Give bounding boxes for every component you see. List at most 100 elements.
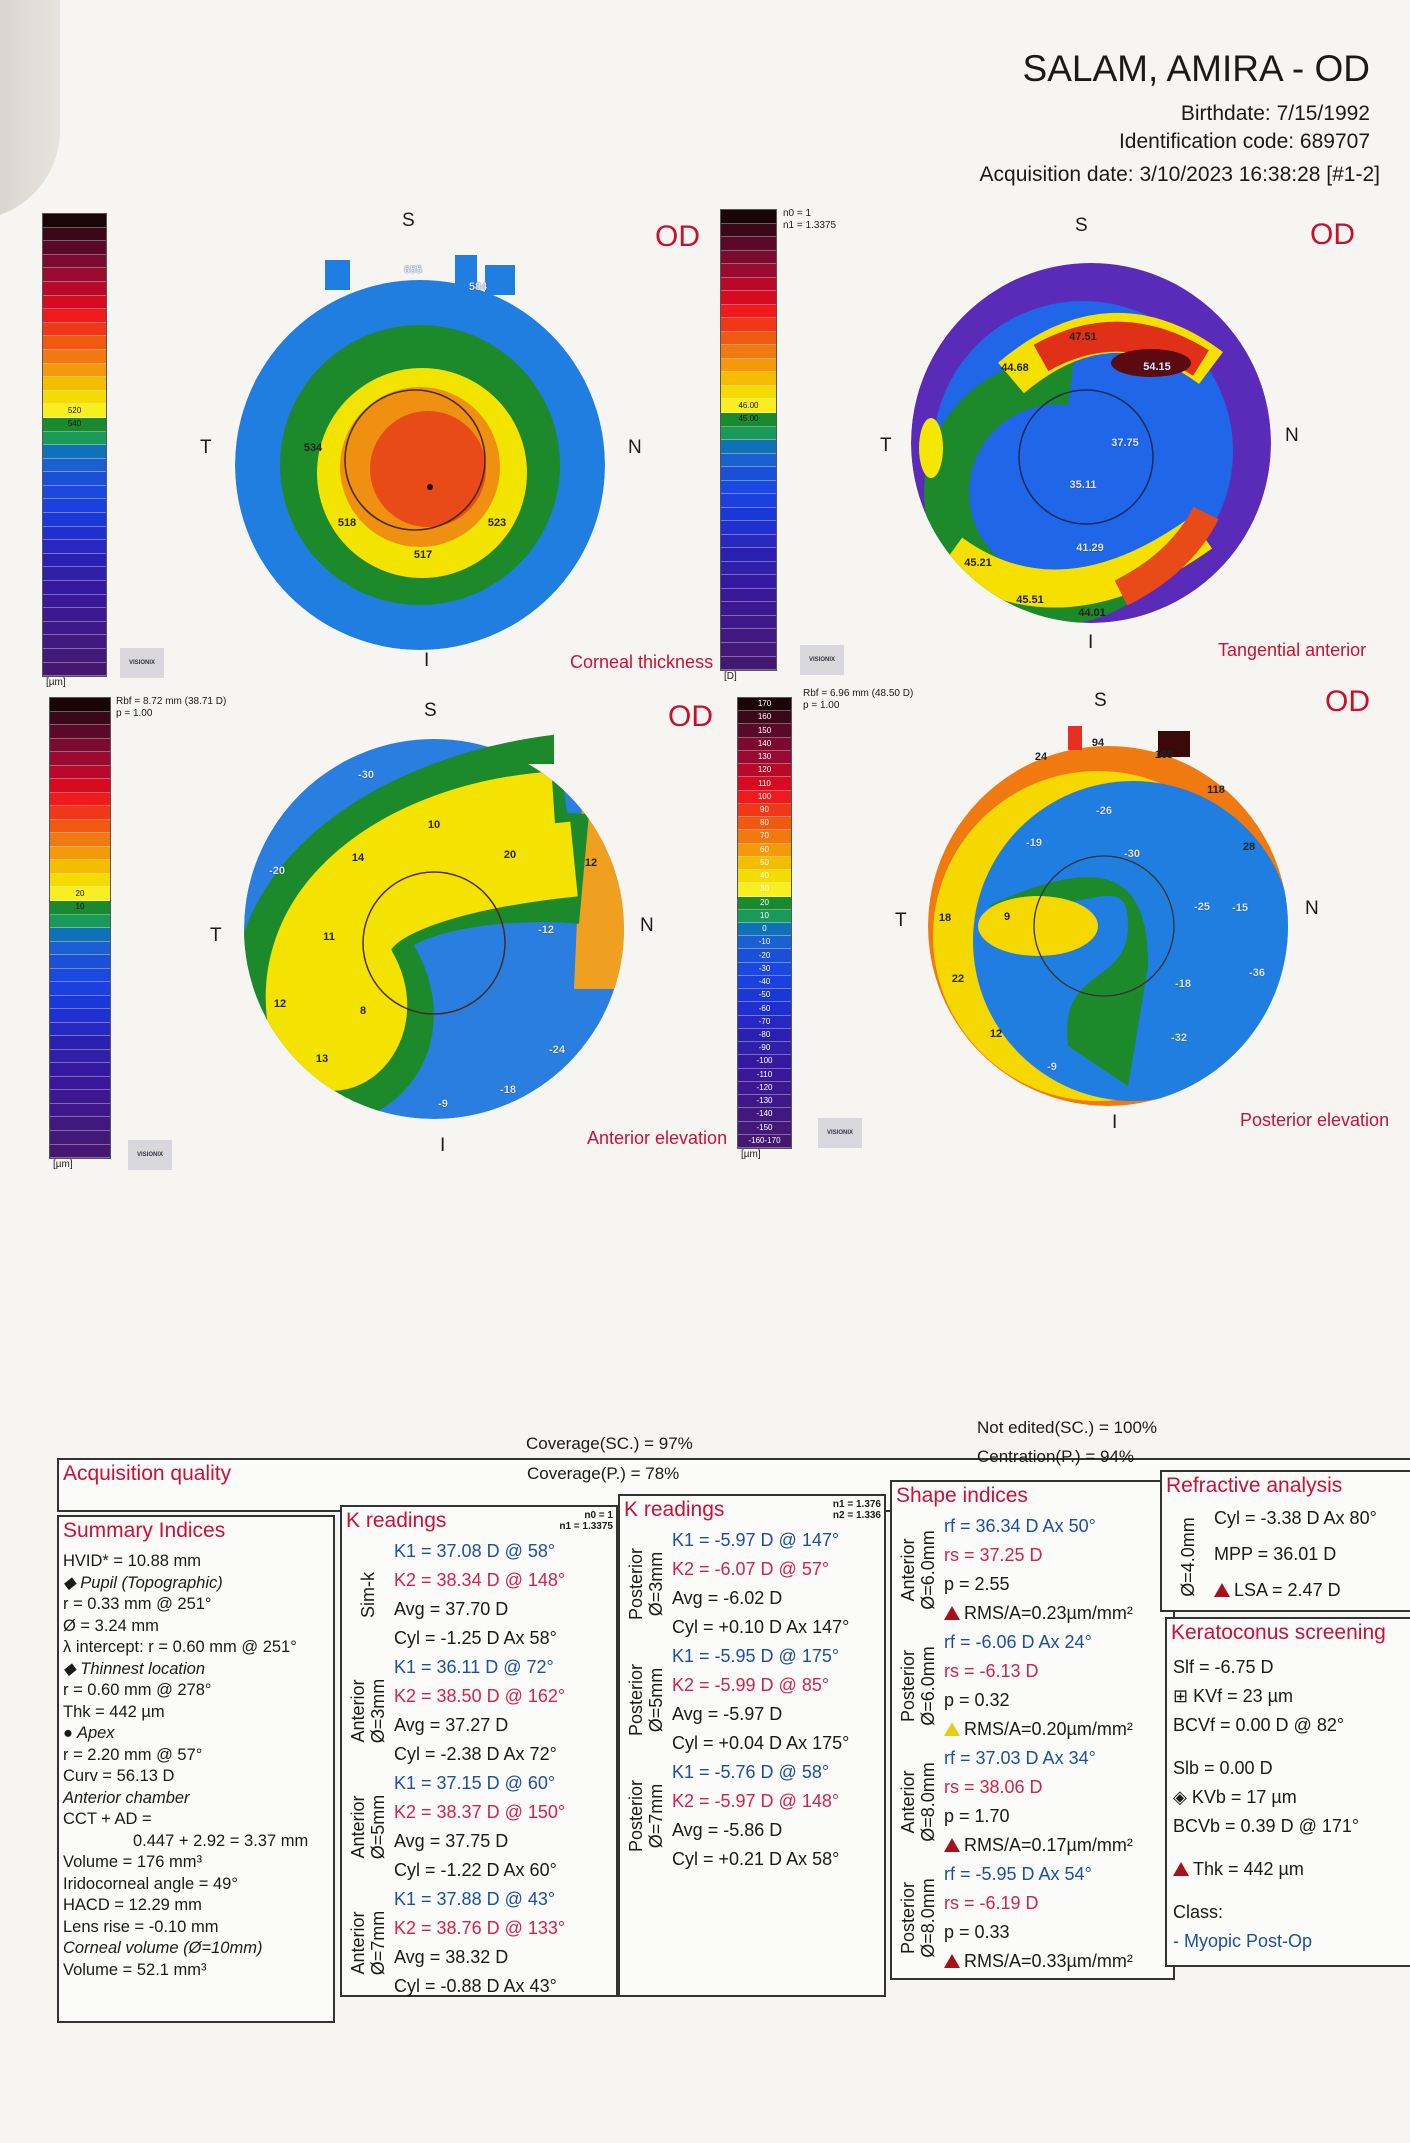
k-readings-posterior-value: Avg = -6.02 D (672, 1584, 884, 1613)
keratoconus-line-text: Slb = 0.00 D (1173, 1758, 1273, 1778)
thickness-orientation-inferior: I (424, 650, 430, 671)
tangential-orientation-inferior: I (1088, 632, 1094, 653)
thickness-scale-step (43, 472, 106, 486)
summary-line: ◆ Pupil (Topographic) (63, 1573, 308, 1595)
thickness-eye-label: OD (655, 220, 700, 253)
tangential-scale-step (721, 561, 776, 576)
thickness-scale-step (43, 594, 106, 609)
posterior-elevation-scale-label: 40 (760, 871, 769, 881)
shape-indices-value: rs = -6.19 D (944, 1889, 1173, 1918)
tangential-scale-step (721, 304, 776, 319)
k-readings-posterior-group-label-line: Posterior (626, 1547, 646, 1621)
shape-indices-group-label: Posterior Ø=8.0mm (892, 1860, 944, 1976)
patient-name: SALAM, AMIRA - OD (1022, 48, 1370, 89)
summary-line-text: 0.447 + 2.92 = 3.37 mm (133, 1831, 309, 1850)
posterior-elevation-scale-step: 10 (738, 909, 791, 923)
tangential-scale-step (721, 453, 776, 468)
posterior-elevation-scale-label: 90 (760, 804, 769, 814)
tangential-scale-step (721, 358, 776, 373)
k-readings-posterior-value-text: Cyl = +0.10 D Ax 147° (672, 1617, 850, 1637)
summary-line: CCT + AD = (63, 1809, 308, 1831)
anterior-elevation-map-value: -20 (269, 865, 285, 877)
posterior-elevation-scale-step: -10 (738, 936, 791, 950)
posterior-elevation-scale-step: -50 (738, 989, 791, 1003)
thickness-scale-step (43, 540, 106, 554)
shape-indices-group-label-line: Ø=6.0mm (918, 1530, 938, 1610)
summary-line-text: HVID* = 10.88 mm (63, 1552, 202, 1570)
k-readings-anterior-value-text: Cyl = -1.22 D Ax 60° (394, 1860, 557, 1880)
apex-circle-icon: ● (63, 1724, 77, 1742)
summary-line: Volume = 176 mm³ (63, 1852, 308, 1874)
posterior-elevation-scale-label: -90 (758, 1043, 771, 1053)
summary-line-text: r = 2.20 mm @ 57° (63, 1745, 203, 1764)
shape-indices-group-label-line: Anterior (898, 1770, 918, 1834)
thickness-scale-step (43, 485, 106, 500)
k-readings-anterior-group-label-line: Anterior (348, 1795, 368, 1859)
posterior-elevation-info-line: Rbf = 6.96 mm (48.50 D) (803, 688, 914, 699)
summary-line: Curv = 56.13 D (63, 1766, 308, 1788)
anterior-elevation-scale-step (50, 1063, 110, 1077)
warning-yellow-icon (944, 1722, 960, 1736)
shape-indices-value: rs = 38.06 D (944, 1773, 1173, 1802)
shape-indices-group-label-line: Ø=8.0mm (918, 1878, 938, 1958)
thickness-scale-step (43, 649, 106, 663)
tangential-scale-step (721, 548, 776, 562)
anterior-elevation-scale-step (50, 1144, 110, 1159)
tangential-map-value: 44.68 (1001, 362, 1029, 374)
posterior-elevation-map-value: -19 (1026, 837, 1042, 849)
k-readings-anterior-group-label: Anterior Ø=3mm (342, 1653, 394, 1769)
tangential-scale-step (721, 372, 776, 386)
anterior-elevation-scale-step (50, 1117, 110, 1131)
posterior-elevation-scale-step: -30 (738, 962, 791, 976)
thickness-scale-step (43, 349, 106, 364)
anterior-elevation-map-value: 13 (315, 1053, 329, 1065)
k-readings-anterior-value-text: Cyl = -0.88 D Ax 43° (394, 1976, 557, 1996)
posterior-elevation-scale-step: 0 (738, 922, 791, 937)
keratoconus-line: - Myopic Post-Op (1173, 1927, 1359, 1956)
thickness-scale-step (43, 567, 106, 582)
anterior-elevation-scale-step (50, 846, 110, 861)
anterior-elevation-scale-step (50, 1022, 110, 1037)
tangential-scale-step (721, 656, 776, 671)
posterior-elevation-scale-label: -170 (764, 1135, 781, 1145)
posterior-elevation-scale-label: 110 (758, 778, 771, 788)
posterior-elevation-scale-label: -80 (758, 1029, 771, 1039)
tangential-scale-step (721, 264, 776, 278)
posterior-elevation-scale-step: -80 (738, 1028, 791, 1043)
tangential-scale-step: 45.00 (721, 412, 776, 427)
k-readings-anterior-value: Cyl = -1.25 D Ax 58° (394, 1624, 616, 1653)
keratoconus-lines: Slf = -6.75 D ⊞ KVf = 23 µm BCVf = 0.00 D … (1173, 1653, 1359, 1956)
k-readings-anterior-group-label-text: Anterior Ø=5mm (348, 1795, 388, 1860)
anterior-elevation-scale-step (50, 873, 110, 888)
anterior-elevation-scale-step (50, 1090, 110, 1104)
k-readings-anterior-group-label-text: Sim-k (358, 1572, 378, 1618)
summary-line-text: Thinnest location (80, 1659, 206, 1678)
k-readings-anterior-group-values: K1 = 37.88 D @ 43° K2 = 38.76 D @ 133° Avg… (394, 1885, 616, 2001)
keratoconus-line: ⊞ KVf = 23 µm (1173, 1682, 1359, 1711)
summary-line: ● Apex (63, 1723, 308, 1745)
anterior-elevation-scale-step (50, 1103, 110, 1118)
coverage-p: Coverage(P.) = 78% (527, 1464, 680, 1483)
posterior-elevation-scale-step: -150 (738, 1121, 791, 1135)
thickness-scale-step (43, 553, 106, 568)
posterior-elevation-scale-step: -140 (738, 1108, 791, 1122)
posterior-elevation-map-value: -36 (1249, 967, 1265, 979)
posterior-elevation-scale-label: -70 (758, 1016, 771, 1026)
refractive-analysis-group-label-line: Ø=4.0mm (1178, 1517, 1198, 1597)
k-readings-anterior-value: K1 = 36.11 D @ 72° (394, 1653, 616, 1682)
posterior-elevation-eye-label: OD (1325, 685, 1370, 718)
shape-indices-group-label-text: Posterior Ø=6.0mm (898, 1646, 938, 1726)
shape-indices-value: p = 1.70 (944, 1802, 1173, 1831)
shape-indices-groups: Anterior Ø=6.0mm rf = 36.34 D Ax 50° rs = 3… (892, 1512, 1173, 1978)
posterior-elevation-scale-step: -60 (738, 1002, 791, 1016)
keratoconus-line-text: - Myopic Post-Op (1173, 1931, 1313, 1951)
keratoconus-line-text: Class: (1173, 1902, 1224, 1922)
thickness-scale-label: 520 (67, 405, 82, 415)
anterior-elevation-scale-step (50, 806, 110, 820)
summary-line: Volume = 52.1 mm³ (63, 1960, 308, 1982)
n2-label: n2 = 1.336 (832, 1510, 881, 1521)
summary-line-text: Curv = 56.13 D (63, 1767, 175, 1785)
k-readings-posterior-group-label-line: Ø=3mm (646, 1551, 666, 1617)
thickness-scale-step (43, 363, 106, 378)
shape-indices-group-label-text: Anterior Ø=8.0mm (898, 1762, 938, 1842)
